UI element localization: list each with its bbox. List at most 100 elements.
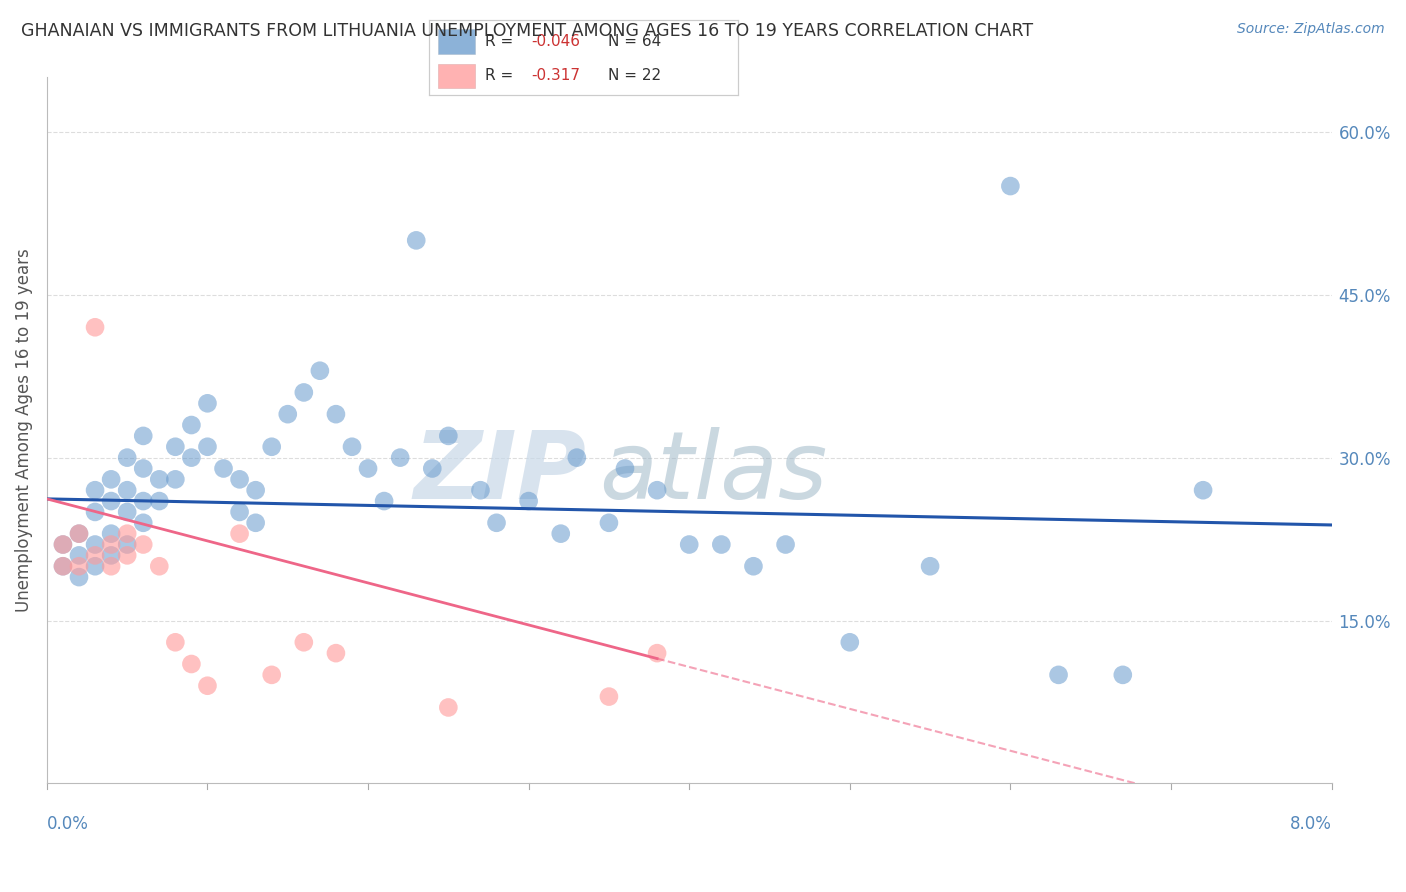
Point [52, 559, 75, 574]
Point [1192, 483, 1215, 498]
Point [67, 526, 90, 541]
Point [598, 516, 620, 530]
Point [389, 450, 412, 465]
Point [148, 559, 170, 574]
Point [100, 472, 122, 486]
Text: GHANAIAN VS IMMIGRANTS FROM LITHUANIA UNEMPLOYMENT AMONG AGES 16 TO 19 YEARS COR: GHANAIAN VS IMMIGRANTS FROM LITHUANIA UN… [21, 22, 1033, 40]
Point [148, 472, 170, 486]
Point [165, 472, 187, 486]
Point [84, 483, 107, 498]
Text: -0.317: -0.317 [531, 68, 579, 83]
Text: Source: ZipAtlas.com: Source: ZipAtlas.com [1237, 22, 1385, 37]
Point [67, 559, 90, 574]
Point [260, 440, 283, 454]
Point [84, 505, 107, 519]
Point [245, 516, 267, 530]
Text: ZIP: ZIP [413, 427, 586, 519]
Point [838, 635, 860, 649]
Point [1112, 668, 1135, 682]
Point [84, 559, 107, 574]
Text: R =: R = [485, 34, 523, 49]
Point [148, 494, 170, 508]
Point [67, 526, 90, 541]
Point [212, 461, 235, 475]
Point [470, 483, 492, 498]
Point [100, 494, 122, 508]
Point [115, 483, 138, 498]
Point [84, 549, 107, 563]
Point [115, 505, 138, 519]
Point [197, 396, 219, 410]
Point [132, 461, 155, 475]
Point [228, 472, 250, 486]
Point [920, 559, 942, 574]
Point [292, 635, 315, 649]
Point [165, 440, 187, 454]
Point [115, 526, 138, 541]
Point [67, 549, 90, 563]
Point [132, 494, 155, 508]
Point [52, 537, 75, 551]
Point [180, 417, 202, 432]
Point [180, 450, 202, 465]
Point [260, 668, 283, 682]
Point [180, 657, 202, 671]
Point [132, 429, 155, 443]
Point [775, 537, 797, 551]
FancyBboxPatch shape [439, 29, 475, 54]
Point [1047, 668, 1070, 682]
Point [325, 646, 347, 660]
Point [197, 679, 219, 693]
Point [437, 429, 460, 443]
Point [645, 483, 668, 498]
Point [132, 516, 155, 530]
Point [100, 549, 122, 563]
Point [100, 537, 122, 551]
Point [678, 537, 700, 551]
Point [228, 505, 250, 519]
Point [292, 385, 315, 400]
Point [52, 559, 75, 574]
Point [67, 570, 90, 584]
Point [277, 407, 299, 421]
Text: R =: R = [485, 68, 523, 83]
Point [132, 537, 155, 551]
Point [84, 320, 107, 334]
Point [340, 440, 363, 454]
Point [437, 700, 460, 714]
Text: 8.0%: 8.0% [1289, 815, 1331, 833]
Point [309, 364, 332, 378]
Point [485, 516, 508, 530]
Point [742, 559, 765, 574]
Text: atlas: atlas [599, 427, 828, 518]
Point [115, 450, 138, 465]
Point [550, 526, 572, 541]
Point [100, 526, 122, 541]
Point [325, 407, 347, 421]
Text: 0.0%: 0.0% [46, 815, 89, 833]
Point [84, 537, 107, 551]
Text: N = 64: N = 64 [609, 34, 661, 49]
Point [115, 537, 138, 551]
Point [420, 461, 443, 475]
Point [52, 537, 75, 551]
Point [565, 450, 588, 465]
Point [645, 646, 668, 660]
Point [614, 461, 637, 475]
Point [165, 635, 187, 649]
Point [405, 233, 427, 247]
Text: -0.046: -0.046 [531, 34, 579, 49]
Point [100, 559, 122, 574]
Text: N = 22: N = 22 [609, 68, 661, 83]
Point [710, 537, 733, 551]
Point [357, 461, 380, 475]
Point [517, 494, 540, 508]
Point [373, 494, 395, 508]
Point [1000, 179, 1022, 194]
Point [197, 440, 219, 454]
Point [228, 526, 250, 541]
Point [598, 690, 620, 704]
Point [245, 483, 267, 498]
Point [115, 549, 138, 563]
Y-axis label: Unemployment Among Ages 16 to 19 years: Unemployment Among Ages 16 to 19 years [15, 249, 32, 612]
